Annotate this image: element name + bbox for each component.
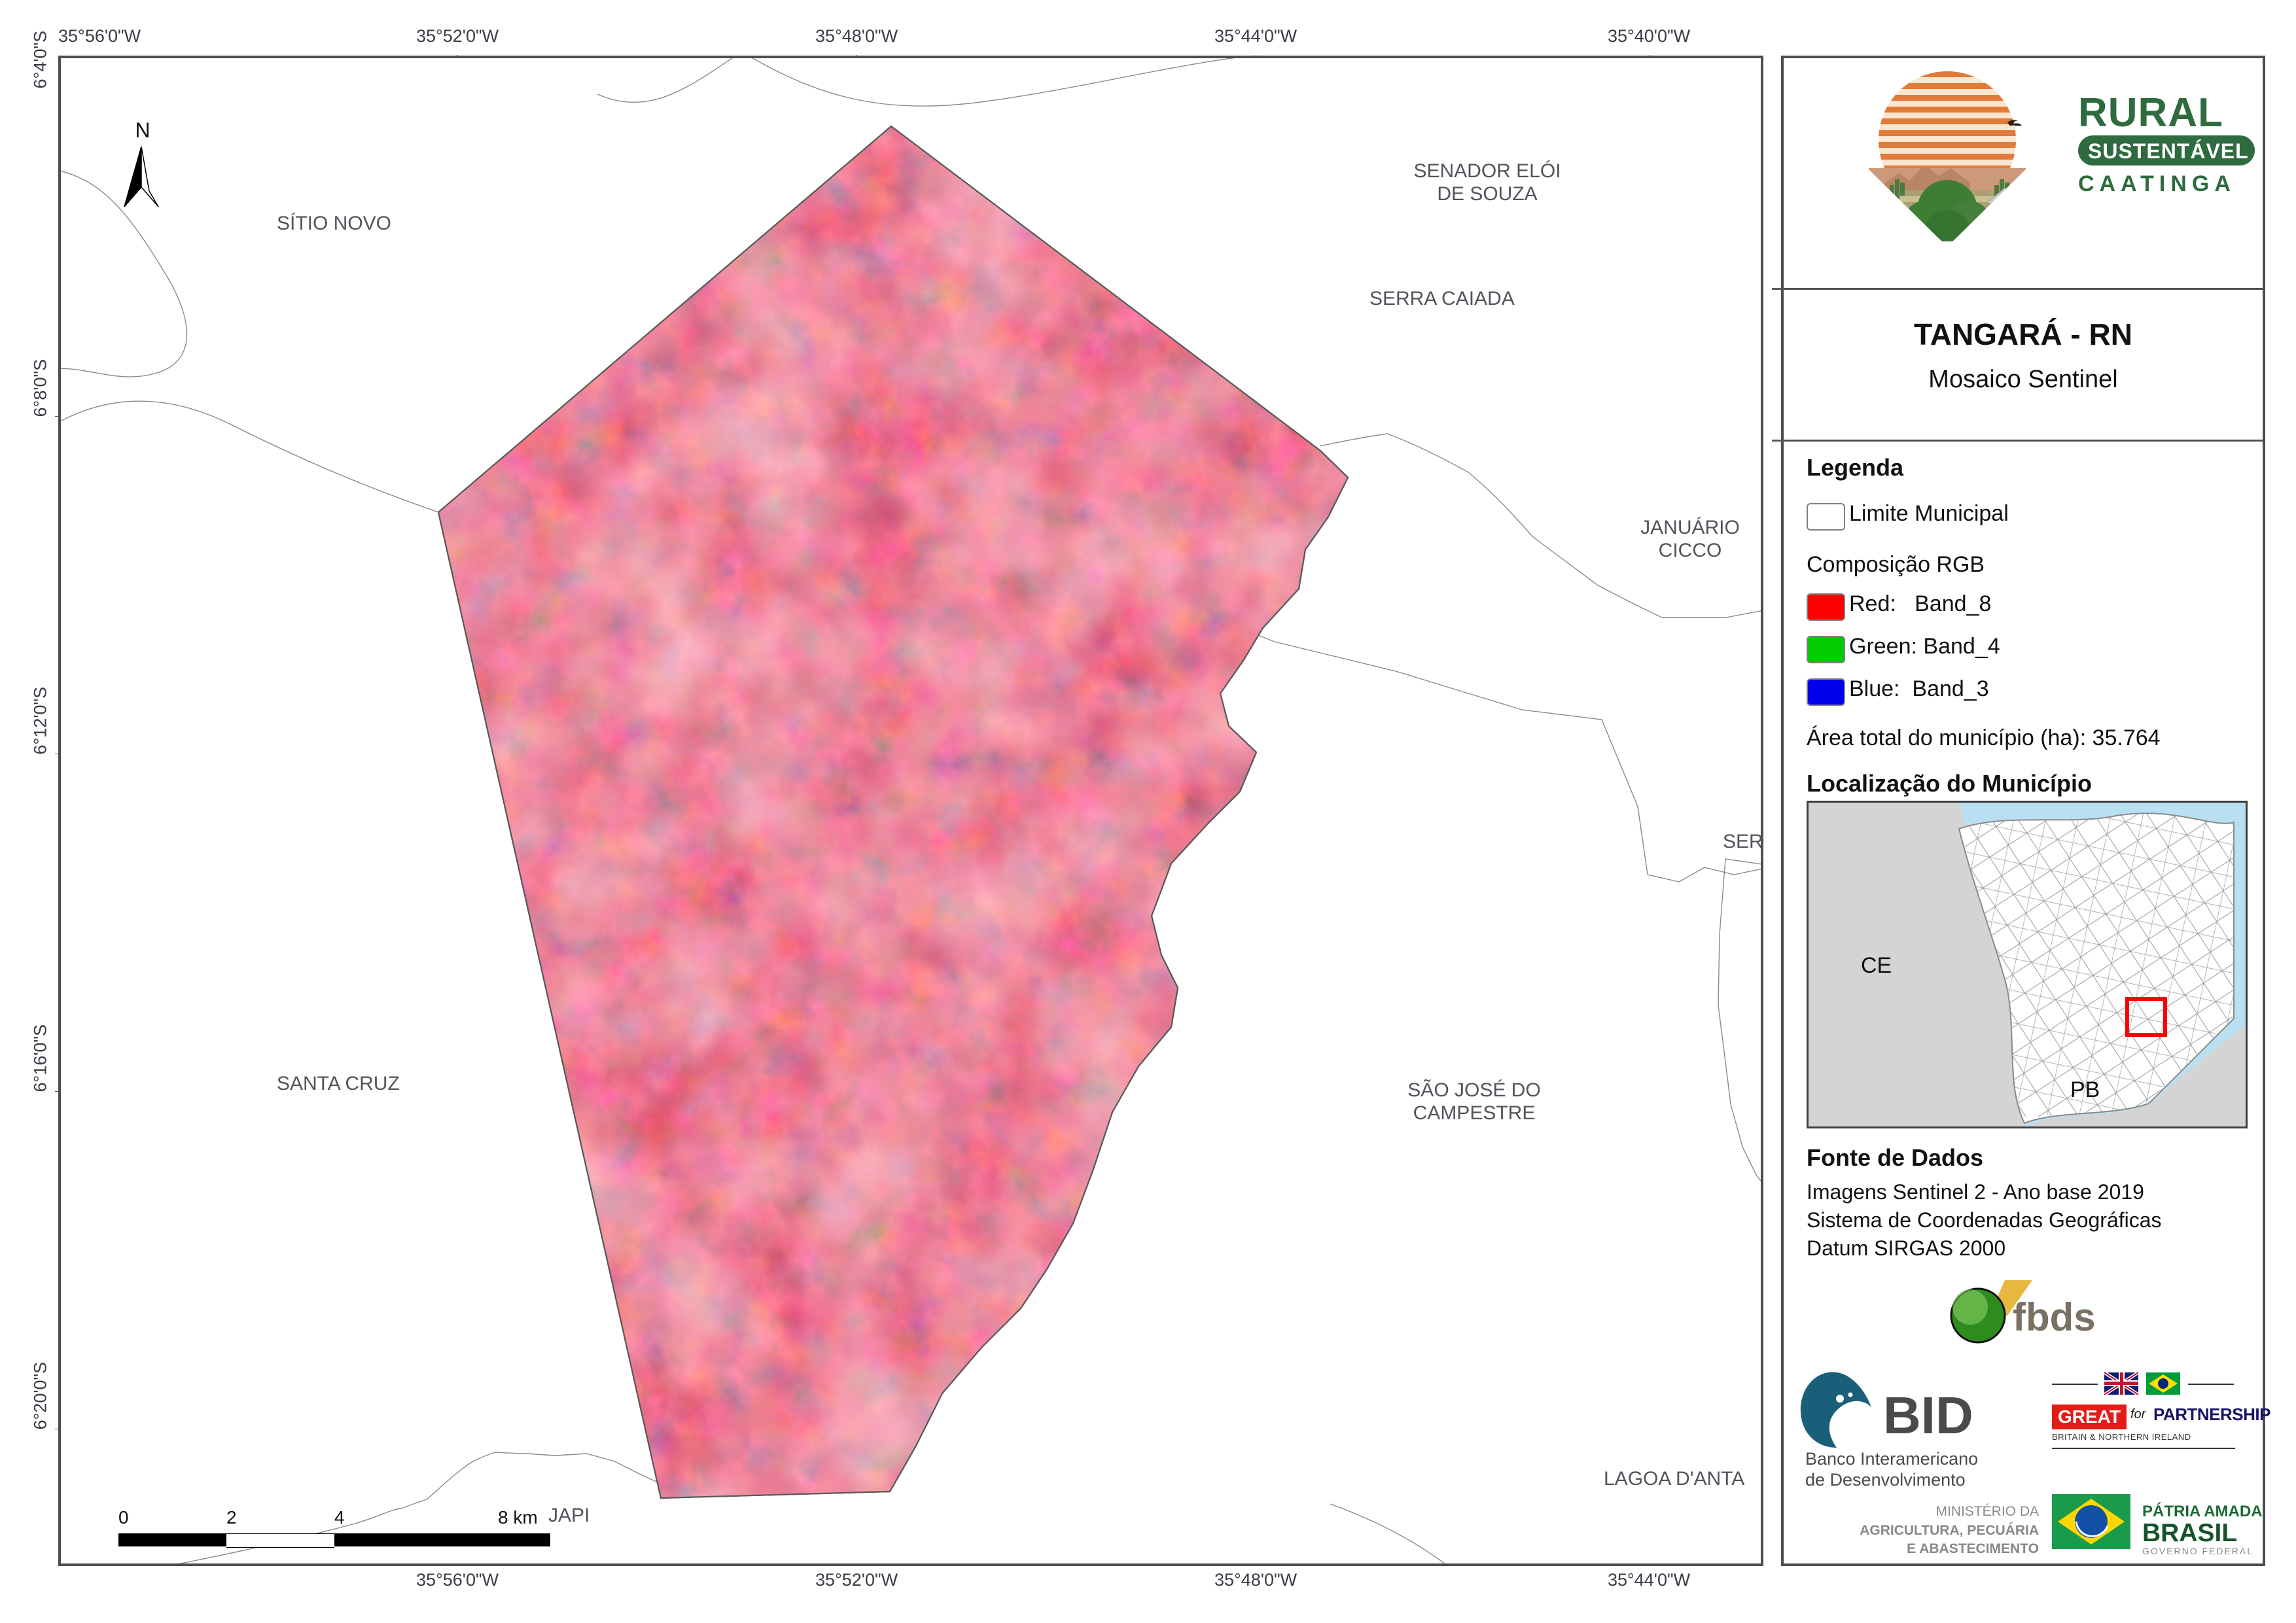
svg-text:BRASIL: BRASIL (2142, 1519, 2237, 1547)
svg-text:CE: CE (1861, 953, 1892, 978)
svg-text:Banco Interamericano: Banco Interamericano (1805, 1449, 1978, 1469)
svg-text:PB: PB (2070, 1077, 2100, 1102)
svg-text:fbds: fbds (2013, 1295, 2096, 1339)
svg-text:PÁTRIA AMADA: PÁTRIA AMADA (2142, 1502, 2263, 1520)
svg-text:BID: BID (1883, 1386, 1973, 1444)
svg-text:de Desenvolvimento: de Desenvolvimento (1805, 1470, 1966, 1490)
svg-text:GOVERNO FEDERAL: GOVERNO FEDERAL (2142, 1546, 2253, 1556)
